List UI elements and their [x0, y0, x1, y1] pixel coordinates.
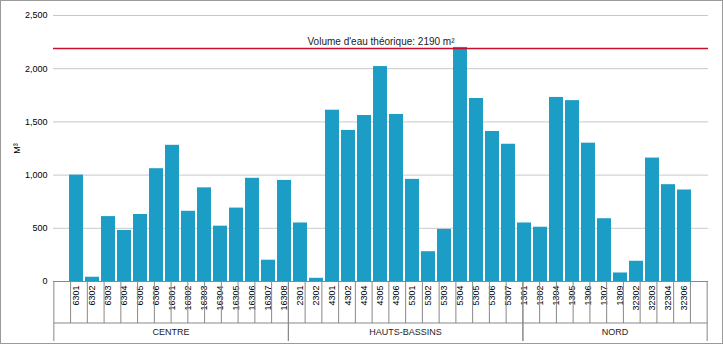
svg-text:1307: 1307	[599, 286, 609, 306]
svg-text:4305: 4305	[375, 286, 385, 306]
svg-text:16303: 16303	[199, 285, 210, 311]
svg-text:6303: 6303	[103, 286, 113, 306]
svg-text:1,000: 1,000	[25, 170, 48, 180]
svg-text:16308: 16308	[279, 285, 290, 311]
svg-text:6305: 6305	[135, 286, 145, 306]
svg-text:6301: 6301	[71, 286, 81, 306]
svg-text:5307: 5307	[503, 286, 513, 306]
svg-text:16307: 16307	[263, 285, 274, 311]
svg-text:6304: 6304	[119, 285, 130, 306]
svg-text:5306: 5306	[487, 286, 497, 306]
svg-text:6302: 6302	[87, 286, 97, 306]
svg-text:5305: 5305	[471, 285, 482, 306]
svg-text:2,000: 2,000	[25, 64, 48, 74]
svg-text:2302: 2302	[311, 286, 321, 306]
svg-text:5302: 5302	[423, 286, 433, 306]
svg-text:2,500: 2,500	[25, 10, 48, 20]
svg-text:16306: 16306	[247, 286, 257, 311]
svg-text:2301: 2301	[295, 286, 305, 306]
svg-text:4306: 4306	[391, 286, 401, 306]
svg-text:5304: 5304	[455, 286, 465, 306]
svg-text:500: 500	[32, 223, 47, 233]
svg-text:5301: 5301	[407, 286, 417, 306]
svg-text:M³: M³	[12, 143, 22, 154]
svg-text:1,500: 1,500	[25, 117, 48, 127]
svg-text:4301: 4301	[327, 286, 337, 306]
svg-text:0: 0	[42, 276, 47, 286]
svg-text:32304: 32304	[663, 286, 673, 311]
svg-text:1309: 1309	[615, 285, 626, 306]
svg-text:CENTRE: CENTRE	[153, 327, 190, 337]
svg-text:1306: 1306	[583, 286, 593, 306]
svg-text:NORD: NORD	[602, 327, 629, 337]
svg-text:16305: 16305	[231, 286, 241, 311]
svg-text:6306: 6306	[151, 286, 161, 306]
svg-text:16304: 16304	[215, 286, 225, 311]
svg-text:4304: 4304	[359, 286, 369, 306]
svg-text:32303: 32303	[647, 286, 657, 311]
svg-text:Volume d'eau théorique: 2190 m: Volume d'eau théorique: 2190 m²	[307, 36, 455, 47]
svg-text:4302: 4302	[343, 286, 353, 306]
svg-text:32306: 32306	[679, 286, 689, 311]
svg-text:16302: 16302	[183, 286, 193, 311]
svg-text:16301: 16301	[167, 286, 177, 311]
svg-text:1305: 1305	[567, 286, 577, 306]
svg-text:1302: 1302	[535, 286, 545, 306]
svg-text:5303: 5303	[439, 286, 449, 306]
svg-text:32302: 32302	[631, 285, 642, 311]
svg-text:HAUTS-BASSINS: HAUTS-BASSINS	[369, 327, 442, 337]
svg-text:1301: 1301	[519, 286, 529, 306]
svg-text:1304: 1304	[551, 285, 562, 306]
